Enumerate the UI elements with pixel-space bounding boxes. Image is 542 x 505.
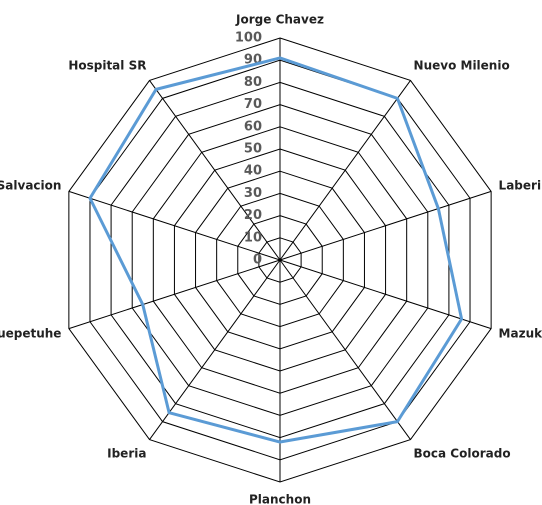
category-label: Nuevo Milenio — [414, 58, 510, 72]
r-tick-label: 40 — [244, 164, 262, 179]
spoke — [279, 259, 492, 330]
category-label: Mazuko — [499, 327, 542, 341]
spoke — [279, 259, 411, 440]
r-tick-label: 60 — [244, 119, 262, 134]
category-label: Planchon — [249, 493, 311, 505]
category-label: Laberinto — [499, 178, 542, 192]
spoke — [68, 259, 281, 330]
category-label: Boca Colorado — [414, 447, 511, 461]
spoke — [279, 190, 492, 261]
series-line — [88, 56, 464, 444]
spoke — [149, 259, 281, 440]
category-label: Jorge Chavez — [235, 13, 324, 27]
r-tick-label: 50 — [244, 142, 262, 157]
r-tick-label: 20 — [244, 208, 262, 223]
r-tick-label: 30 — [244, 186, 262, 201]
category-label: Hospital SR — [68, 58, 146, 72]
r-tick-label: 100 — [235, 31, 262, 46]
category-label: Iberia — [107, 447, 146, 461]
r-tick-label: 0 — [253, 253, 262, 268]
spoke — [68, 190, 281, 261]
r-tick-label: 10 — [244, 230, 262, 245]
r-tick-label: 70 — [244, 97, 262, 112]
spoke — [279, 80, 411, 261]
category-label: Huepetuhe — [0, 327, 61, 341]
spoke — [149, 80, 281, 261]
category-label: Salvacion — [0, 178, 61, 192]
r-tick-label: 80 — [244, 75, 262, 90]
